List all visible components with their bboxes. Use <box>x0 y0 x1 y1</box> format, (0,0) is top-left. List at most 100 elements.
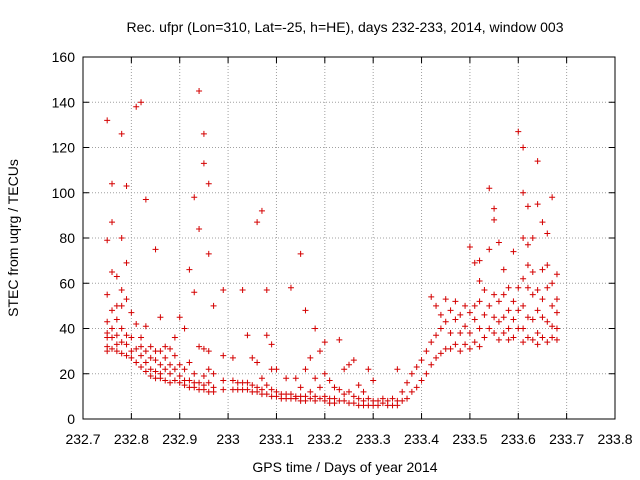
x-tick-label: 233.4 <box>404 431 439 447</box>
data-point <box>138 343 145 350</box>
data-point <box>539 219 546 226</box>
data-point <box>321 370 328 377</box>
data-point <box>268 386 275 393</box>
data-point <box>447 345 454 352</box>
data-point <box>413 384 420 391</box>
data-point <box>491 314 498 321</box>
data-point <box>118 302 125 309</box>
data-point <box>138 334 145 341</box>
data-point <box>549 280 556 287</box>
data-point <box>544 230 551 237</box>
data-point <box>118 235 125 241</box>
data-point <box>365 366 372 373</box>
data-point <box>524 203 531 210</box>
data-point <box>162 354 169 361</box>
data-point <box>113 332 120 339</box>
grid <box>83 57 615 419</box>
data-point <box>123 259 130 266</box>
data-point <box>370 377 377 384</box>
data-point <box>316 348 323 355</box>
data-point <box>254 388 261 395</box>
data-point <box>191 384 198 391</box>
data-point <box>152 357 159 364</box>
data-point <box>205 180 212 187</box>
data-point <box>186 359 193 366</box>
data-point <box>118 287 125 294</box>
x-tick-label: 233.5 <box>452 431 487 447</box>
data-point <box>553 336 560 343</box>
chart-title: Rec. ufpr (Lon=310, Lat=-25, h=HE), days… <box>126 19 563 35</box>
data-point <box>210 302 217 309</box>
data-point <box>176 373 183 380</box>
data-point <box>109 219 116 226</box>
data-point <box>200 373 207 380</box>
data-point <box>157 361 164 368</box>
data-point <box>389 395 396 402</box>
data-point <box>529 235 536 241</box>
data-point <box>147 354 154 361</box>
data-point <box>520 302 527 309</box>
data-point <box>147 373 154 380</box>
data-point <box>157 348 164 355</box>
data-point <box>471 339 478 346</box>
data-point <box>365 395 372 402</box>
data-point <box>254 219 261 226</box>
data-point <box>133 103 140 110</box>
data-point <box>297 250 304 257</box>
data-point <box>524 241 531 248</box>
data-point <box>229 377 236 384</box>
data-point <box>331 384 338 391</box>
data-point <box>142 323 149 330</box>
data-point <box>196 379 203 386</box>
data-point <box>428 361 435 368</box>
data-point <box>109 268 116 275</box>
data-point <box>437 350 444 357</box>
data-point <box>452 316 459 323</box>
data-point <box>263 382 270 389</box>
data-point <box>205 250 212 257</box>
data-point <box>428 339 435 346</box>
data-point <box>495 318 502 325</box>
data-point <box>133 345 140 352</box>
data-point <box>287 284 294 291</box>
data-point <box>442 296 449 303</box>
data-point <box>312 375 319 382</box>
y-tick-label: 60 <box>59 275 75 291</box>
data-point <box>505 336 512 343</box>
data-point <box>123 341 130 348</box>
data-point <box>495 336 502 343</box>
data-point <box>118 339 125 346</box>
data-point <box>529 291 536 298</box>
data-point <box>394 402 401 409</box>
data-point <box>462 341 469 348</box>
data-point <box>138 99 145 106</box>
data-point <box>186 377 193 384</box>
data-point <box>476 298 483 305</box>
data-point <box>394 366 401 373</box>
data-point <box>171 352 178 359</box>
data-point <box>123 296 130 303</box>
data-point <box>162 377 169 384</box>
data-point <box>263 332 270 339</box>
data-point <box>452 298 459 305</box>
data-point <box>437 325 444 332</box>
data-point <box>471 302 478 309</box>
data-point <box>341 397 348 404</box>
data-point <box>104 117 111 124</box>
data-point <box>529 316 536 323</box>
data-point <box>220 352 227 359</box>
data-point <box>109 180 116 187</box>
data-point <box>292 395 299 402</box>
data-point <box>529 268 536 275</box>
data-point <box>486 185 493 192</box>
data-point <box>341 366 348 373</box>
data-point <box>466 345 473 352</box>
data-point <box>307 388 314 395</box>
data-point <box>355 382 362 389</box>
data-point <box>491 291 498 298</box>
data-point <box>302 366 309 373</box>
data-point <box>263 391 270 398</box>
data-point <box>249 354 256 361</box>
data-point <box>539 314 546 321</box>
